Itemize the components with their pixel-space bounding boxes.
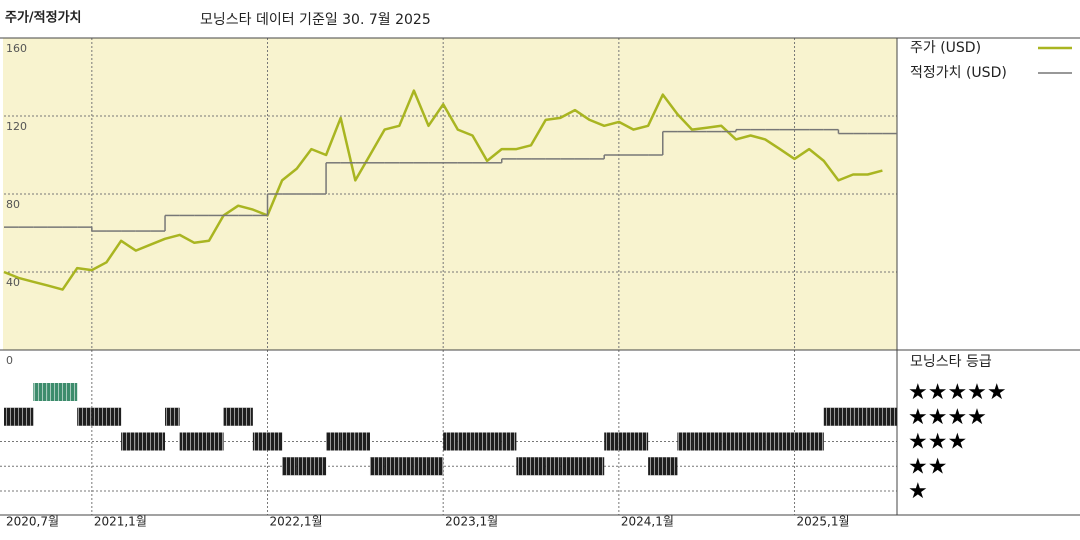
rating-bar-texture [692, 432, 707, 451]
chart-title: 주가/적정가치 [5, 10, 82, 26]
rating-bar-texture [648, 457, 663, 476]
rating-label: ★★★★★ [908, 380, 1007, 405]
rating-bar-texture [121, 432, 136, 451]
rating-label: ★★★ [908, 430, 967, 455]
rating-bar-texture [809, 432, 824, 451]
rating-bar-texture [838, 407, 854, 426]
rating-bar-texture [282, 457, 297, 476]
rating-label: ★ [908, 479, 928, 504]
rating-bar-texture [531, 457, 546, 476]
rating-title: 모닝스타 등급 [910, 354, 992, 370]
chart-subtitle: 모닝스타 데이터 기준일 30. 7월 2025 [200, 12, 431, 28]
rating-bar-texture [428, 457, 444, 476]
rating-bar-texture [33, 383, 48, 401]
rating-bar-texture [779, 432, 795, 451]
y-tick-label: 160 [6, 42, 27, 55]
rating-bar-texture [62, 383, 78, 401]
rating-bar-texture [311, 457, 327, 476]
rating-bar-texture [150, 432, 166, 451]
rating-bar-texture [604, 432, 619, 451]
rating-bar-texture [589, 457, 605, 476]
rating-bar-texture [369, 457, 385, 476]
rating-bar-texture [823, 407, 839, 426]
rating-bar-texture [545, 457, 561, 476]
x-tick-label: 2024,1월 [621, 515, 674, 529]
x-tick-label: 2021,1월 [94, 515, 147, 529]
rating-bar-texture [794, 432, 810, 451]
rating-bar-texture [618, 432, 634, 451]
rating-label: ★★★★ [908, 405, 987, 430]
rating-bar-texture [487, 432, 502, 451]
rating-bar-texture [750, 432, 766, 451]
rating-bar-texture [296, 457, 312, 476]
rating-bar-texture [47, 383, 63, 401]
rating-bar-texture [252, 432, 268, 451]
rating-bar-texture [223, 407, 239, 426]
rating-bar-texture [574, 457, 590, 476]
legend-label: 주가 (USD) [910, 40, 981, 56]
rating-bar-texture [326, 432, 341, 451]
x-tick-label: 2025,1월 [797, 515, 850, 529]
y-tick-label: 120 [6, 120, 27, 133]
rating-bar-texture [384, 457, 400, 476]
rating-bar-texture [677, 432, 693, 451]
rating-bar-texture [867, 407, 883, 426]
rating-bar-texture [399, 457, 414, 476]
rating-bar-texture [882, 407, 897, 426]
legend-label: 적정가치 (USD) [910, 65, 1007, 81]
y-tick-label: 0 [6, 354, 13, 367]
rating-bar-texture [633, 432, 649, 451]
rating-bar-texture [165, 407, 180, 426]
price-line [3, 89, 883, 291]
rating-bar-texture [238, 407, 253, 426]
rating-bar-texture [355, 432, 370, 451]
rating-bar-texture [765, 432, 780, 451]
rating-bar-texture [4, 407, 19, 426]
rating-bar-texture [706, 432, 722, 451]
rating-bar-texture [457, 432, 473, 451]
y-tick-label: 40 [6, 276, 20, 289]
rating-bar-texture [77, 407, 92, 426]
x-tick-label: 2023,1월 [445, 515, 498, 529]
rating-bar-texture [91, 407, 107, 426]
y-tick-label: 80 [6, 198, 20, 211]
rating-bar-texture [501, 432, 517, 451]
rating-bar-texture [413, 457, 429, 476]
rating-bar-texture [853, 407, 868, 426]
rating-bar-texture [267, 432, 283, 451]
rating-bar-texture [179, 432, 195, 451]
rating-bar-texture [208, 432, 224, 451]
rating-bar-texture [340, 432, 356, 451]
rating-bar-texture [443, 432, 458, 451]
rating-bar-texture [135, 432, 151, 451]
rating-bar-texture [472, 432, 488, 451]
x-tick-label: 2020,7월 [6, 515, 59, 529]
x-tick-label: 2022,1월 [270, 515, 323, 529]
rating-bar-texture [735, 432, 751, 451]
rating-label: ★★ [908, 454, 947, 479]
rating-bar-texture [721, 432, 736, 451]
rating-bar-texture [662, 457, 678, 476]
rating-bar-texture [194, 432, 209, 451]
rating-bar-texture [106, 407, 122, 426]
rating-bar-texture [516, 457, 532, 476]
rating-bar-texture [18, 407, 34, 426]
rating-bar-texture [560, 457, 575, 476]
